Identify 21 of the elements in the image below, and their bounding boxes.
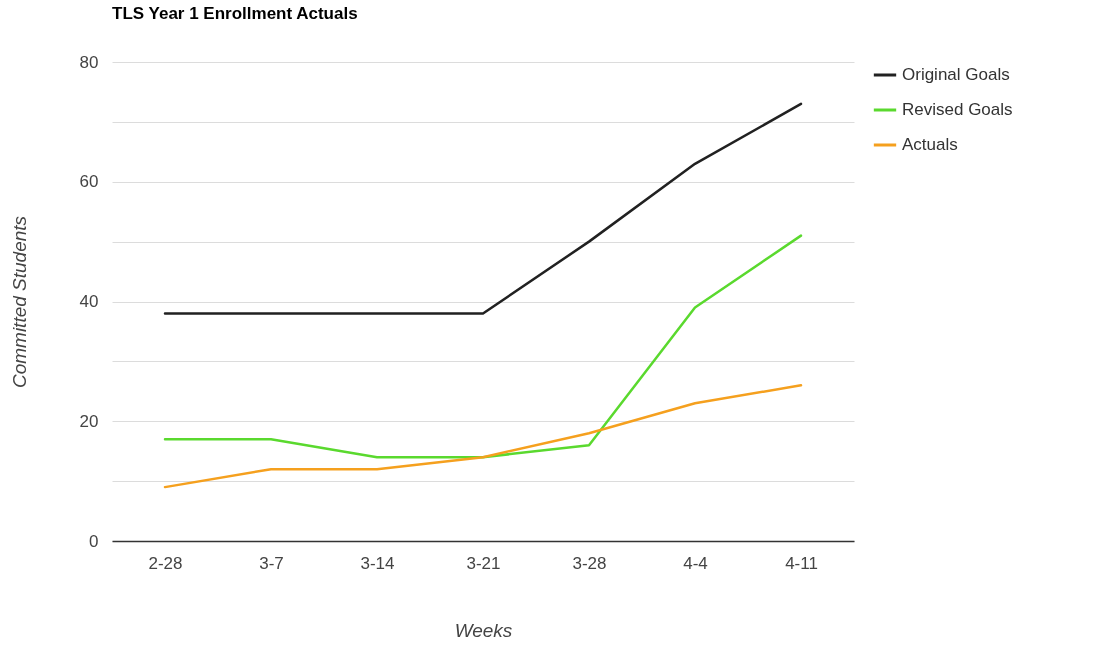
x-tick-label: 3-14: [360, 553, 395, 573]
x-axis-title: Weeks: [454, 619, 513, 641]
y-tick-label: 80: [79, 52, 99, 72]
x-tick-label: 3-28: [572, 553, 607, 573]
y-tick-label: 20: [79, 411, 99, 431]
x-tick-label: 3-21: [466, 553, 501, 573]
line-series: [163, 384, 803, 489]
line-series: [163, 234, 803, 459]
y-axis-title: Committed Students: [8, 215, 30, 389]
y-tick-label: 60: [79, 172, 99, 192]
line-series: [163, 102, 803, 315]
y-tick-label: 40: [79, 292, 99, 311]
legend-label: Actuals: [902, 135, 958, 154]
x-tick-label: 3-7: [259, 553, 284, 573]
legend-label: Original Goals: [902, 65, 1010, 84]
legend-label: Revised Goals: [902, 100, 1013, 119]
x-tick-label: 2-28: [148, 553, 183, 573]
x-tick-label: 4-4: [683, 553, 708, 573]
x-tick-label: 4-11: [785, 553, 818, 573]
y-tick-label: 0: [89, 531, 99, 551]
chart-title: TLS Year 1 Enrollment Actuals: [112, 4, 358, 23]
